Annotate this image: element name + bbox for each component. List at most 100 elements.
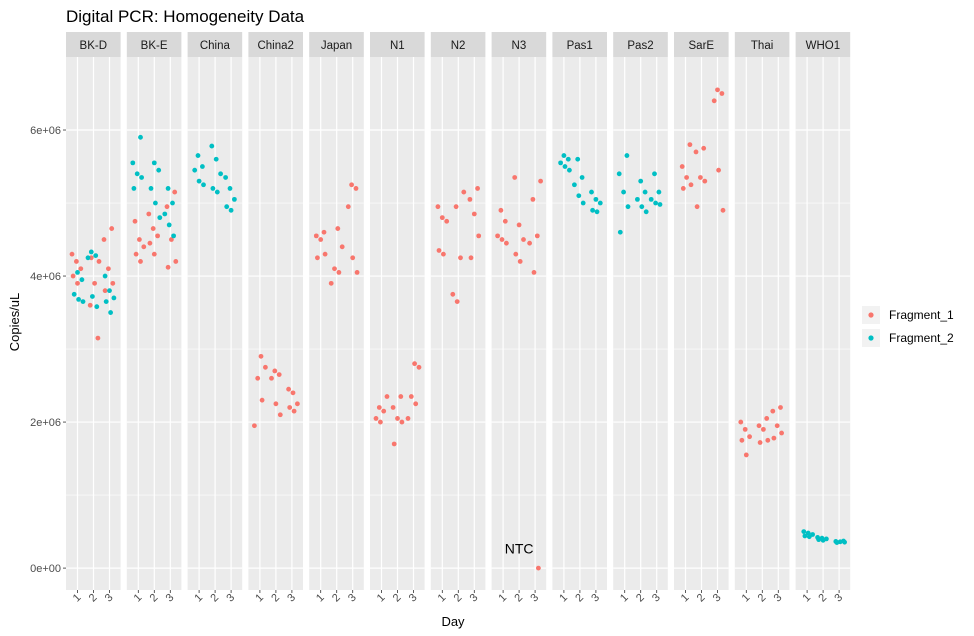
data-point [141,244,147,250]
data-point [779,430,784,436]
facet-strip [66,32,121,57]
x-tick-label: 2 [756,592,769,605]
facet-strip [187,32,243,57]
data-point [512,175,518,180]
data-point [527,240,532,246]
x-tick-label: 2 [330,592,343,605]
data-point [195,153,201,158]
x-tick-label: 1 [436,592,449,605]
data-point [639,204,645,210]
data-point [624,153,630,158]
data-point [468,255,474,261]
data-point [218,171,224,177]
facet-strip-label: China [200,40,231,52]
data-point [192,167,198,173]
x-tick-label: 3 [832,592,845,605]
y-tick-label: 6e+06 [30,125,61,137]
data-point [93,253,99,258]
data-point [834,540,840,545]
facet-japan: Japan 1 2 3 [309,32,364,604]
data-point [743,452,749,458]
data-point [85,255,91,261]
data-point [131,186,137,191]
facet-points-n2 [435,186,482,304]
data-point [458,255,463,261]
facet-strip-label: Pas1 [567,40,593,52]
facet-points-pas1 [558,153,603,215]
data-point [820,537,826,543]
data-point [349,182,354,188]
x-tick-label: 1 [132,592,145,605]
data-point [80,299,86,304]
data-point [134,171,140,177]
data-point [638,178,644,184]
data-point [653,200,658,206]
data-point [286,386,291,392]
data-point [210,186,216,191]
data-point [74,259,79,264]
facet-who1: WHO1 1 2 3 [795,32,851,605]
data-point [395,416,400,421]
data-point [435,204,441,210]
facet-bk-e: BK-E 1 2 3 [126,32,182,605]
data-point [475,186,480,191]
data-point [150,226,156,231]
data-point [157,215,163,221]
data-point [711,98,717,104]
data-point [521,237,526,242]
data-point [107,288,112,294]
data-point [255,375,261,381]
data-point [579,175,585,180]
facet-points-sare [679,87,726,213]
data-point [295,401,300,407]
x-tick-label: 2 [695,592,708,605]
data-point [328,280,334,286]
data-point [350,255,356,261]
data-point [517,259,523,264]
data-point [616,171,622,177]
legend-key-fragment_2 [868,335,874,341]
data-point [589,189,594,195]
data-point [345,204,351,210]
data-point [169,237,174,242]
y-tick-label: 0e+00 [30,563,61,575]
data-point [148,186,154,191]
data-point [558,160,563,166]
x-tick-label: 3 [164,592,177,605]
data-point [399,419,405,425]
data-point [339,244,345,250]
x-tick-label: 1 [314,592,327,605]
x-tick-label: 2 [391,592,404,605]
data-point [384,394,390,399]
data-point [171,233,177,239]
data-point [688,182,694,188]
facet-china2: China2 1 2 3 [248,32,303,604]
data-point [269,375,274,381]
data-point [621,189,626,195]
data-point [715,87,720,93]
data-point [405,416,411,421]
facet-strip-label: SarE [689,40,715,52]
facet-pas2: Pas2 1 2 3 [613,32,668,604]
facet-strip-label: Pas2 [627,40,653,52]
data-point [92,280,97,286]
x-tick-label: 2 [208,592,221,605]
facet-points-pas2 [616,153,663,235]
facet-strip-label: Thai [751,40,773,52]
data-point [720,207,726,213]
data-point [408,394,414,399]
data-point [657,202,663,207]
x-tick-label: 1 [253,592,266,605]
data-point [576,193,582,199]
facet-thai: Thai 1 2 3 [734,32,790,605]
data-point [450,291,456,297]
data-point [332,266,337,272]
data-point [102,273,108,279]
data-point [291,408,297,414]
data-point [416,364,422,370]
facet-points-japan [313,182,360,286]
data-point [138,134,143,140]
data-point [94,304,100,310]
data-point [761,426,766,432]
legend-label: Fragment_2 [889,331,954,345]
